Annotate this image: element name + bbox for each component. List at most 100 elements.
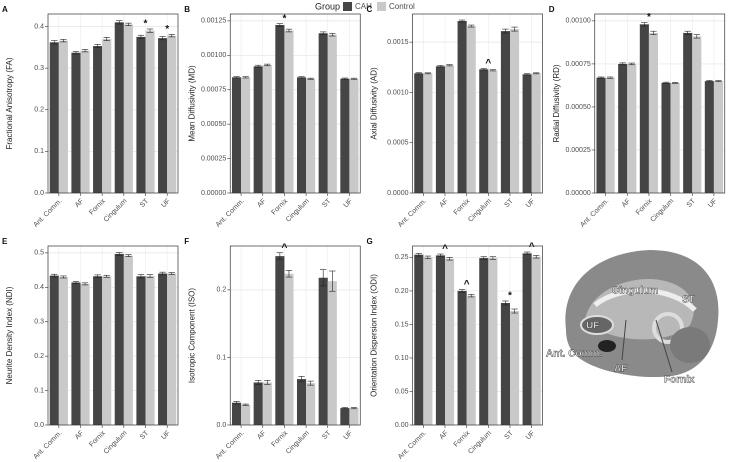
- bar: [466, 295, 476, 425]
- bar: [423, 257, 433, 425]
- bar: [80, 283, 90, 425]
- y-tick-label: 0.00125: [201, 18, 226, 25]
- y-axis-label: Isotropic Component (ISO): [187, 288, 196, 383]
- bar: [49, 42, 59, 193]
- bar: [457, 290, 467, 425]
- tract: [593, 288, 697, 312]
- error-bar: [511, 26, 518, 32]
- bar: [423, 73, 433, 193]
- x-tick-label: AF: [438, 198, 449, 209]
- error-bar: [489, 256, 497, 260]
- x-tick-label: UF: [525, 198, 537, 210]
- bar: [340, 78, 350, 193]
- error-bar: [81, 49, 89, 53]
- cerebellum: [670, 327, 710, 363]
- bar: [522, 74, 532, 193]
- error-bar: [715, 80, 722, 82]
- error-bar: [233, 401, 240, 405]
- error-bar: [502, 28, 509, 34]
- x-tick-label: Ant. Comm.: [215, 430, 246, 461]
- bar: [661, 82, 671, 193]
- bar: [262, 382, 272, 425]
- error-bar: [125, 22, 132, 26]
- error-bar: [81, 282, 89, 286]
- x-tick-label: AF: [256, 198, 267, 209]
- error-bar: [533, 255, 540, 259]
- x-tick-label: UF: [525, 430, 537, 442]
- error-bar: [437, 65, 444, 68]
- error-bar: [51, 40, 58, 45]
- plot-border: [412, 245, 543, 426]
- x-tick-label: Ant. Comm.: [32, 198, 63, 229]
- x-tick-label: UF: [707, 198, 719, 210]
- significance-label: ^: [281, 242, 287, 253]
- bar: [93, 276, 103, 425]
- x-tick-label: UF: [160, 198, 172, 210]
- bar: [114, 253, 124, 425]
- error-bar: [137, 34, 145, 39]
- y-tick-label: 0.05: [395, 388, 409, 395]
- bar: [522, 253, 532, 425]
- bar: [167, 35, 177, 193]
- x-tick-label: AF: [621, 198, 632, 209]
- error-bar: [341, 407, 349, 410]
- significance-label: ^: [442, 244, 448, 255]
- bar: [145, 30, 155, 193]
- error-bar: [468, 293, 475, 298]
- error-bar: [480, 68, 487, 71]
- y-tick-label: 0.2: [217, 287, 227, 294]
- pointer: [621, 319, 627, 361]
- legend-swatch: [377, 2, 386, 11]
- y-tick-label: 0.00100: [565, 18, 590, 25]
- y-axis-label: Axial Diffusivity (AD): [370, 67, 379, 140]
- panel-label: G: [367, 237, 373, 246]
- tract: [652, 312, 684, 344]
- bar: [296, 77, 307, 193]
- bar: [284, 273, 294, 425]
- y-tick-label: 0.0005: [387, 140, 409, 147]
- y-tick-label: 0.00025: [565, 147, 590, 154]
- significance-label: *: [165, 24, 169, 35]
- significance-label: *: [508, 291, 512, 302]
- y-axis-label: Neurite Density Index (NDI): [5, 286, 14, 384]
- bar: [296, 379, 307, 425]
- error-bar: [437, 253, 444, 258]
- error-bar: [458, 19, 466, 23]
- bar: [670, 82, 680, 193]
- y-tick-label: 0.00: [395, 422, 409, 429]
- bar: [466, 26, 476, 194]
- x-tick-label: Ant. Comm.: [215, 198, 246, 229]
- bar: [683, 32, 693, 193]
- significance-label: *: [282, 13, 286, 24]
- bar: [102, 276, 112, 425]
- error-bar: [125, 254, 132, 257]
- error-bar: [307, 77, 314, 80]
- significance-label: *: [647, 12, 651, 23]
- y-tick-label: 0.0: [34, 422, 44, 429]
- bar: [488, 70, 498, 193]
- error-bar: [597, 76, 605, 79]
- error-bar: [511, 308, 518, 314]
- error-bar: [103, 274, 110, 278]
- panel-label: B: [184, 5, 190, 14]
- bar: [58, 276, 68, 425]
- error-bar: [307, 380, 314, 386]
- error-bar: [242, 76, 249, 79]
- error-bar: [641, 22, 648, 27]
- x-tick-label: ST: [139, 197, 151, 209]
- bar: [253, 382, 263, 425]
- bar: [284, 30, 294, 194]
- pointer: [655, 319, 673, 373]
- bar: [414, 73, 424, 193]
- y-tick-label: 0.0000: [387, 190, 409, 197]
- y-tick-label: 0.3: [34, 319, 44, 326]
- error-bar: [619, 62, 626, 66]
- x-tick-label: Ant. Comm.: [579, 198, 610, 229]
- error-bar: [233, 76, 240, 79]
- y-tick-label: 0.00075: [565, 61, 590, 68]
- bar: [71, 282, 81, 425]
- bar: [340, 408, 350, 425]
- bar: [253, 66, 263, 193]
- error-bar: [606, 76, 614, 79]
- y-tick-label: 0.2: [34, 353, 44, 360]
